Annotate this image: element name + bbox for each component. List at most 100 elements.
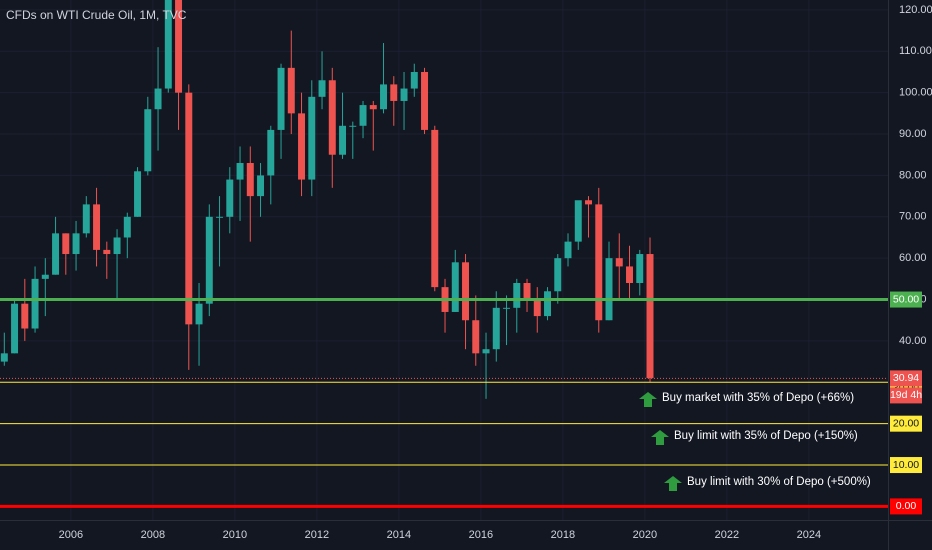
level-label-bg bbox=[890, 498, 922, 515]
candle-body bbox=[380, 84, 388, 110]
level-label: 50.00 bbox=[893, 293, 919, 305]
candle-body bbox=[93, 204, 101, 250]
candle-body bbox=[615, 258, 623, 267]
x-tick-label: 2024 bbox=[797, 529, 821, 541]
candle-body bbox=[595, 204, 603, 321]
candle-body bbox=[574, 200, 582, 242]
level-label-bg bbox=[890, 457, 922, 474]
candle-body bbox=[134, 171, 142, 217]
y-tick-label: 60.00 bbox=[899, 252, 927, 264]
candle-body bbox=[554, 258, 562, 292]
candle-body bbox=[113, 237, 121, 255]
candle-body bbox=[328, 80, 336, 155]
level-label: 0.00 bbox=[896, 500, 917, 512]
candle-body bbox=[492, 307, 500, 350]
candle-body bbox=[298, 113, 306, 180]
candle-body bbox=[523, 282, 531, 300]
candle-body bbox=[585, 200, 592, 205]
x-tick-label: 2014 bbox=[387, 529, 411, 541]
candle-body bbox=[195, 303, 203, 325]
candle-body bbox=[421, 71, 429, 130]
annotation: Buy market with 35% of Depo (+66%) bbox=[662, 392, 854, 404]
candle-body bbox=[349, 125, 357, 127]
buy-arrow bbox=[651, 430, 669, 445]
y-tick-label: 100.00 bbox=[899, 87, 932, 99]
x-tick-label: 2022 bbox=[715, 529, 739, 541]
candle-body bbox=[52, 233, 60, 275]
candle-body bbox=[482, 349, 490, 354]
y-tick-label: 40.00 bbox=[899, 335, 927, 347]
plot-area bbox=[0, 0, 888, 508]
buy-arrow bbox=[639, 392, 657, 407]
candle-body bbox=[400, 88, 408, 101]
candle-body bbox=[164, 0, 172, 89]
candle-body bbox=[31, 278, 39, 329]
candle-body bbox=[175, 0, 183, 93]
level-label: 20.00 bbox=[893, 417, 919, 429]
candle-body bbox=[369, 105, 377, 110]
y-tick-label: 90.00 bbox=[899, 128, 927, 140]
candle-body bbox=[636, 254, 644, 283]
candle-body bbox=[103, 249, 111, 255]
x-tick-label: 2018 bbox=[551, 529, 575, 541]
candle-body bbox=[544, 291, 552, 317]
candle-body bbox=[451, 262, 459, 312]
level-label-bg bbox=[890, 415, 922, 432]
annotation: Buy limit with 35% of Depo (+150%) bbox=[674, 430, 858, 442]
candle-body bbox=[277, 67, 285, 130]
countdown-label-bg bbox=[890, 387, 922, 404]
grid bbox=[0, 0, 888, 520]
candle-body bbox=[21, 303, 29, 329]
x-tick-label: 2008 bbox=[141, 529, 165, 541]
candle-body bbox=[462, 262, 470, 321]
candle-body bbox=[626, 266, 633, 283]
candle-body bbox=[472, 320, 480, 354]
candle-body bbox=[144, 109, 152, 172]
y-tick-label: 110.00 bbox=[899, 45, 932, 57]
candle-body bbox=[72, 233, 80, 255]
x-tick-label: 2010 bbox=[223, 529, 247, 541]
candle-body bbox=[646, 254, 654, 379]
x-tick-label: 2020 bbox=[633, 529, 657, 541]
candle-body bbox=[287, 67, 295, 114]
axes: 40.00 50.00 60.00 70.00 80.00 90.00 100.00 110.… bbox=[59, 4, 932, 541]
y-tick-label: 80.00 bbox=[899, 169, 927, 181]
x-tick-label: 2012 bbox=[305, 529, 329, 541]
candle-body bbox=[308, 96, 316, 180]
candle-body bbox=[246, 163, 254, 197]
candle-body bbox=[605, 258, 613, 321]
candle-body bbox=[339, 125, 347, 155]
candle-body bbox=[564, 241, 572, 259]
candle-body bbox=[257, 175, 265, 197]
countdown-label: 19d 4h bbox=[890, 389, 922, 401]
candle-body bbox=[0, 353, 8, 362]
candle-body bbox=[267, 129, 275, 176]
candle-body bbox=[533, 299, 541, 317]
candle-body bbox=[216, 216, 224, 218]
candle-body bbox=[41, 274, 49, 279]
candle-body bbox=[318, 80, 326, 97]
current-price-label: 30.94 bbox=[893, 372, 919, 384]
chart-title: CFDs on WTI Crude Oil, 1M, TVC bbox=[6, 8, 187, 22]
candle-body bbox=[11, 303, 19, 354]
candle-body bbox=[123, 216, 131, 238]
level-label-bg bbox=[890, 291, 922, 308]
candle-body bbox=[154, 88, 162, 110]
annotation: Buy limit with 30% of Depo (+500%) bbox=[687, 476, 871, 488]
level-label: 10.00 bbox=[893, 459, 919, 471]
candle-body bbox=[503, 307, 511, 309]
candle-body bbox=[185, 92, 193, 325]
candle-body bbox=[205, 216, 213, 304]
candle-body bbox=[513, 282, 521, 308]
candle-body bbox=[390, 84, 398, 101]
y-tick-label: 120.00 bbox=[899, 4, 932, 16]
candle-body bbox=[62, 233, 70, 255]
current-price-label-bg bbox=[890, 370, 922, 387]
buy-arrow bbox=[664, 476, 682, 491]
x-tick-label: 2006 bbox=[59, 529, 83, 541]
candle-body bbox=[431, 129, 439, 288]
candle-body bbox=[359, 105, 367, 126]
candle-body bbox=[410, 71, 418, 89]
x-tick-label: 2016 bbox=[469, 529, 493, 541]
